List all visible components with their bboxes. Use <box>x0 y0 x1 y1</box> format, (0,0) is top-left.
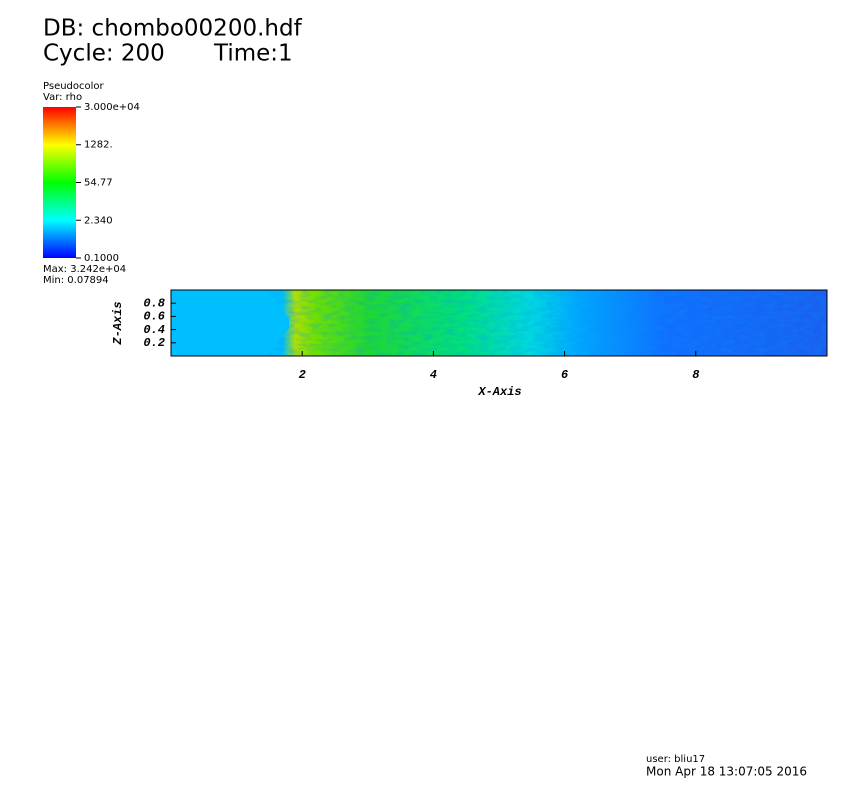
y-axis-label: Z-Axis <box>111 301 125 345</box>
x-tick-label: 2 <box>299 368 306 382</box>
legend-title: Pseudocolor <box>43 81 105 92</box>
colorbar <box>43 107 76 258</box>
date: Mon Apr 18 13:07:05 2016 <box>646 765 807 779</box>
plot-frame <box>170 289 828 357</box>
time: Time:1 <box>213 41 293 67</box>
y-tick-label: 0.2 <box>143 336 165 350</box>
colorbar-tick-label: 1282. <box>84 140 113 151</box>
colorbar-tick-label: 3.000e+04 <box>84 102 140 113</box>
y-tick-label: 0.8 <box>143 296 165 310</box>
x-axis-label: X-Axis <box>477 385 521 399</box>
colorbar-tick-label: 2.340 <box>84 215 113 226</box>
y-tick-label: 0.4 <box>143 323 165 337</box>
plot <box>170 289 828 357</box>
db-title: DB: chombo00200.hdf <box>43 16 303 42</box>
max-label: Max: 3.242e+04 <box>43 264 126 275</box>
x-tick-label: 4 <box>430 368 437 382</box>
x-tick-label: 8 <box>692 368 699 382</box>
cycle: Cycle: 200 <box>43 41 165 67</box>
min-label: Min: 0.07894 <box>43 275 109 286</box>
x-tick-label: 6 <box>561 368 568 382</box>
colorbar-tick-label: 54.77 <box>84 178 113 189</box>
colorbar-tick-label: 0.1000 <box>84 253 119 264</box>
user: user: bliu17 <box>646 754 705 765</box>
inflow-region <box>171 290 289 356</box>
y-tick-label: 0.6 <box>143 310 165 324</box>
legend-variable: Var: rho <box>43 92 82 103</box>
